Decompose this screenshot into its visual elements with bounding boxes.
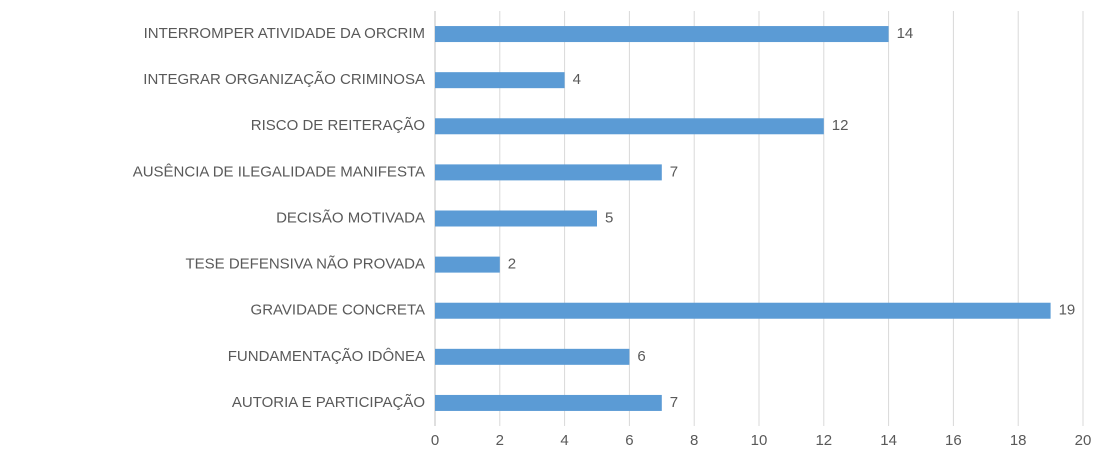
y-tick-label: DECISÃO MOTIVADA: [276, 209, 425, 226]
x-tick-label: 6: [625, 432, 633, 449]
x-tick-label: 14: [880, 432, 897, 449]
data-label: 12: [832, 117, 849, 134]
y-tick-label: FUNDAMENTAÇÃO IDÔNEA: [228, 348, 425, 365]
x-tick-label: 0: [431, 432, 439, 449]
x-tick-label: 8: [690, 432, 698, 449]
bar: [435, 72, 565, 89]
data-label: 7: [670, 163, 678, 180]
x-tick-label: 18: [1010, 432, 1027, 449]
x-tick-label: 4: [560, 432, 568, 449]
bar: [435, 118, 824, 135]
bar: [435, 394, 662, 411]
bar: [435, 302, 1051, 319]
data-label: 14: [897, 25, 914, 42]
x-tick-label: 2: [496, 432, 504, 449]
bar: [435, 210, 597, 227]
y-tick-label: AUTORIA E PARTICIPAÇÃO: [232, 394, 425, 411]
x-tick-label: 10: [751, 432, 768, 449]
y-tick-label: TESE DEFENSIVA NÃO PROVADA: [185, 256, 425, 273]
data-label: 5: [605, 209, 613, 226]
y-tick-label: INTERROMPER ATIVIDADE DA ORCRIM: [144, 25, 425, 42]
y-tick-label: GRAVIDADE CONCRETA: [251, 302, 425, 319]
bar: [435, 348, 630, 365]
bar: [435, 164, 662, 181]
bar: [435, 256, 500, 273]
x-tick-label: 12: [815, 432, 832, 449]
data-label: 7: [670, 394, 678, 411]
data-label: 6: [637, 348, 645, 365]
y-tick-label: RISCO DE REITERAÇÃO: [251, 117, 425, 134]
x-tick-label: 20: [1075, 432, 1092, 449]
y-tick-label: AUSÊNCIA DE ILEGALIDADE MANIFESTA: [133, 163, 425, 180]
x-tick-label: 16: [945, 432, 962, 449]
data-label: 4: [573, 71, 581, 88]
y-tick-label: INTEGRAR ORGANIZAÇÃO CRIMINOSA: [143, 71, 425, 88]
data-label: 2: [508, 256, 516, 273]
bar: [435, 26, 889, 43]
data-label: 19: [1059, 302, 1076, 319]
